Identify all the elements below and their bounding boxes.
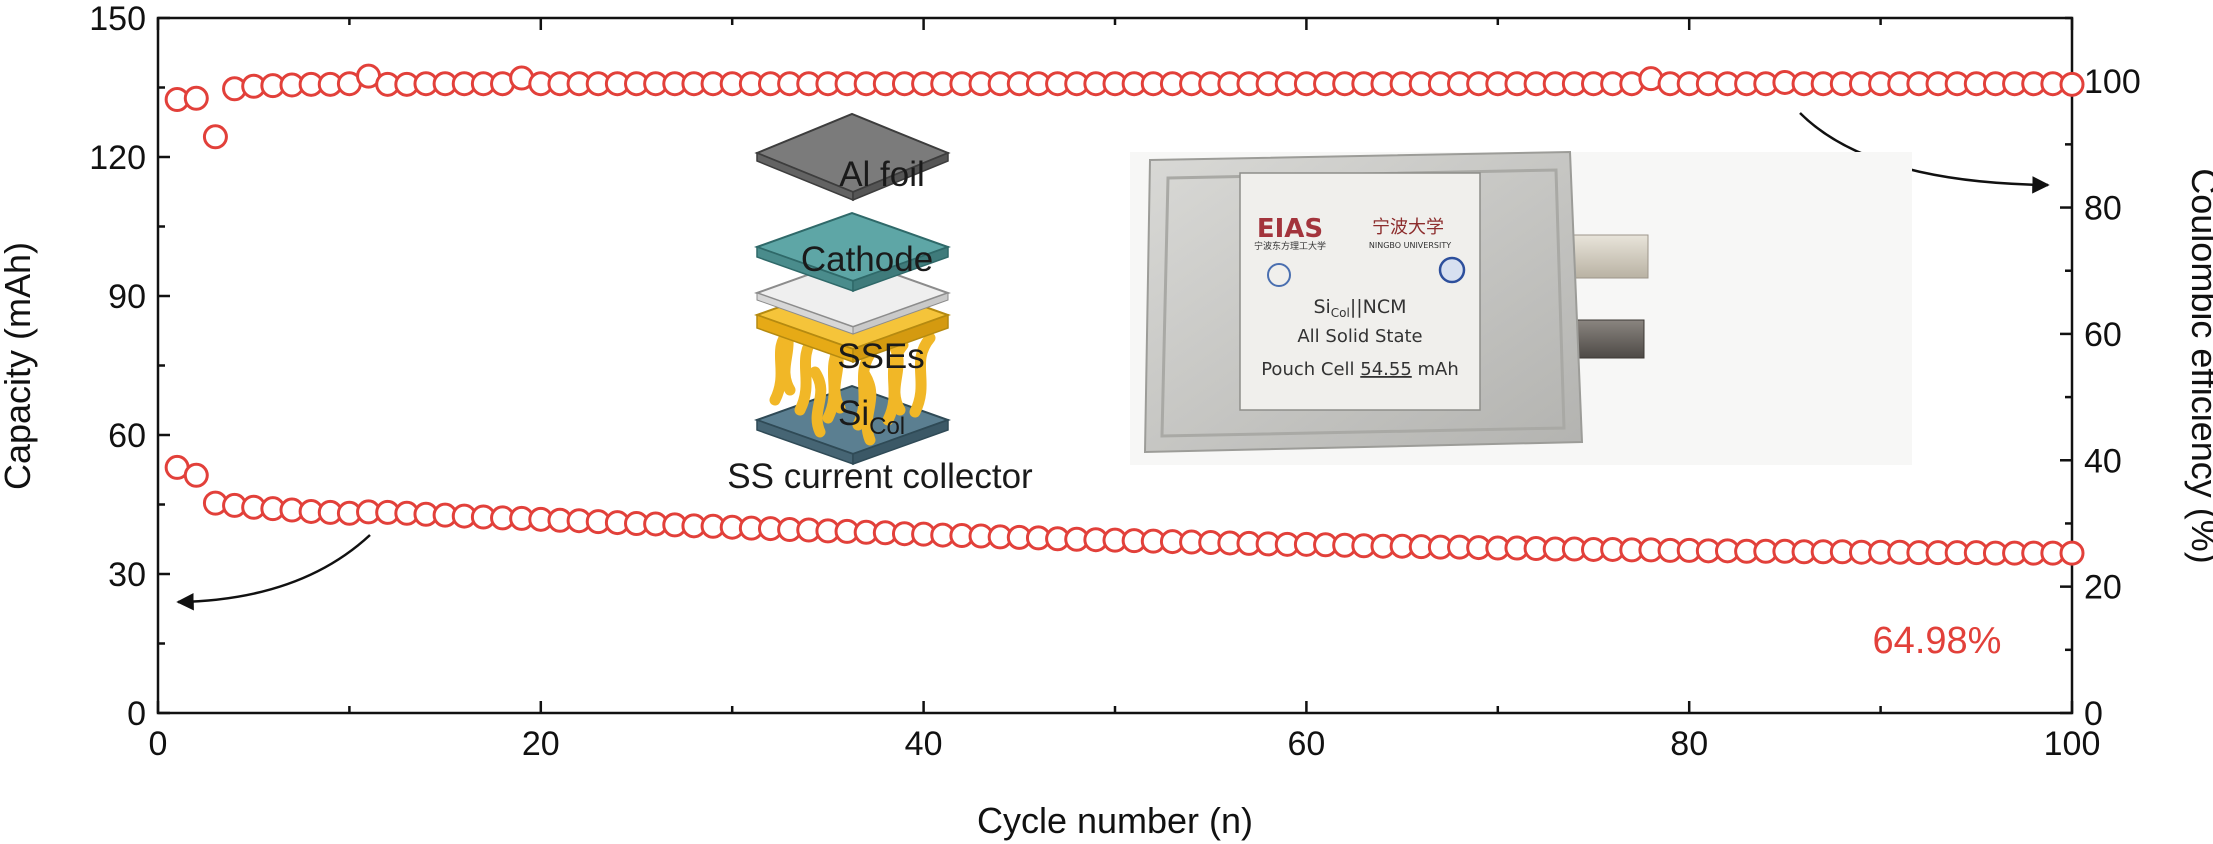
pouch-cell-photo: EIAS 宁波东方理工大学 宁波大学 NINGBO UNIVERSITY SiC… <box>1130 150 1912 465</box>
negative-tab <box>1571 319 1645 359</box>
y2-axis-title: Coulombic efficiency (%) <box>2184 168 2213 563</box>
collector-layer-side <box>852 418 949 466</box>
layer-label-al-foil: Al foil <box>839 155 925 194</box>
al-foil-layer-side <box>852 151 949 202</box>
layer-label-sses: SSEs <box>837 337 925 376</box>
pouch-cell-name: SiCol||NCM <box>1313 296 1406 320</box>
x-tick-label: 40 <box>905 725 943 763</box>
cathode-layer-side <box>852 245 949 293</box>
y-tick-label: 150 <box>89 0 146 38</box>
capacity-point <box>183 462 209 488</box>
x-tick-labels: 0 20 40 60 80 100 <box>149 725 2101 763</box>
y2-tick-label: 0 <box>2084 695 2103 733</box>
arrow-to-left-axis <box>176 534 371 611</box>
coulombic-efficiency-point <box>183 85 209 111</box>
pouch-logo-eias-sub: 宁波东方理工大学 <box>1254 240 1326 252</box>
positive-tab <box>1571 234 1649 279</box>
y-tick-label: 90 <box>108 278 146 316</box>
y-tick-labels: 0 30 60 90 120 150 <box>89 0 146 733</box>
x-tick-label: 80 <box>1670 725 1708 763</box>
pouch-cell-capacity: Pouch Cell 54.55 mAh <box>1261 359 1459 380</box>
pouch-logo-nbu: 宁波大学 <box>1372 217 1444 238</box>
x-axis-title: Cycle number (n) <box>977 800 1253 841</box>
sse-layer-side <box>852 313 949 364</box>
x-tick-label: 100 <box>2044 725 2101 763</box>
y2-tick-label: 100 <box>2084 63 2141 101</box>
y2-tick-label: 80 <box>2084 190 2122 228</box>
series-coulombic-efficiency <box>164 63 2085 150</box>
y2-tick-labels: 0 20 40 60 80 100 <box>2084 63 2141 733</box>
layer-label-si-col: SiCol <box>838 394 905 440</box>
y-tick-label: 60 <box>108 417 146 455</box>
pouch-logo-eias: EIAS <box>1257 214 1323 244</box>
schematic-caption: SS current collector <box>727 457 1033 496</box>
retention-annotation: 64.98% <box>1873 620 2002 662</box>
coulombic-efficiency-point <box>202 124 228 150</box>
capacity-point <box>2059 540 2085 566</box>
pouch-logo-nbu-sub: NINGBO UNIVERSITY <box>1369 241 1451 250</box>
y2-tick-label: 40 <box>2084 442 2122 480</box>
y-tick-label: 120 <box>89 139 146 177</box>
x-tick-label: 20 <box>522 725 560 763</box>
inset-schematic: Al foil Cathode SSEs SiCol SS current co… <box>727 112 1033 496</box>
layer-label-cathode: Cathode <box>801 240 933 279</box>
pouch-cell-type: All Solid State <box>1297 326 1422 347</box>
x-tick-label: 60 <box>1287 725 1325 763</box>
y-tick-label: 0 <box>127 695 146 733</box>
x-tick-label: 0 <box>149 725 168 763</box>
separator-layer-side <box>852 292 949 335</box>
coulombic-efficiency-point <box>2059 71 2085 97</box>
y-axis-title: Capacity (mAh) <box>0 242 38 490</box>
institute-seal-right <box>1438 256 1466 284</box>
series-capacity <box>164 454 2085 566</box>
y2-tick-label: 60 <box>2084 316 2122 354</box>
pouch-label <box>1239 172 1481 411</box>
y2-tick-label: 20 <box>2084 569 2122 607</box>
institute-seal-left <box>1267 263 1291 287</box>
y-tick-label: 30 <box>108 556 146 594</box>
